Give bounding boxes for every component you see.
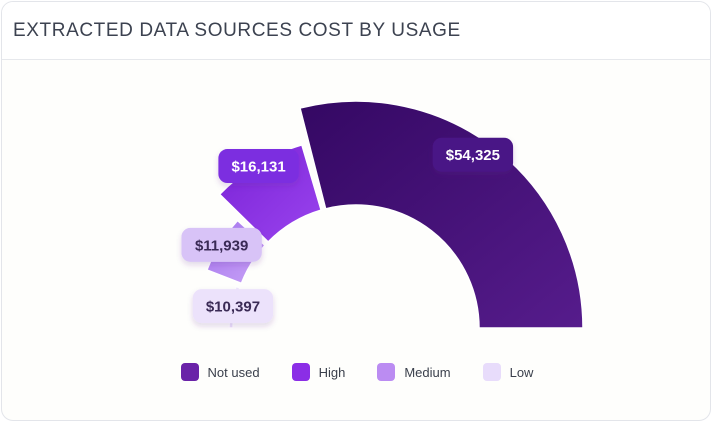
legend-label-not-used: Not used	[207, 364, 260, 380]
legend: Not used High Medium Low	[2, 363, 710, 381]
legend-swatch-medium	[377, 363, 396, 381]
value-label-bg-low	[192, 289, 274, 324]
value-label-text-not-used: $54,325	[446, 147, 500, 164]
legend-label-low: Low	[509, 364, 534, 380]
chart-title: EXTRACTED DATA SOURCES COST BY USAGE	[13, 19, 461, 41]
value-label-bg-not-used	[432, 137, 514, 172]
legend-item-high[interactable]: High	[291, 363, 346, 381]
legend-item-low[interactable]: Low	[482, 363, 534, 381]
value-label-low: $10,397	[192, 289, 274, 324]
legend-item-medium[interactable]: Medium	[377, 363, 451, 381]
legend-item-not-used[interactable]: Not used	[180, 363, 260, 381]
value-label-text-high: $16,131	[231, 159, 285, 176]
value-label-text-low: $10,397	[206, 299, 260, 316]
value-label-bg-high	[218, 149, 299, 184]
legend-swatch-not-used	[180, 363, 199, 381]
value-label-not-used: $54,325	[432, 137, 514, 172]
value-label-high: $16,131	[218, 149, 299, 184]
legend-label-medium: Medium	[404, 364, 451, 380]
value-labels-group: $54,325 $16,131 $11,939 $10,397	[181, 137, 514, 324]
value-label-bg-medium	[181, 227, 262, 262]
card-header: EXTRACTED DATA SOURCES COST BY USAGE	[2, 2, 710, 60]
legend-swatch-low	[482, 363, 501, 381]
value-label-medium: $11,939	[181, 227, 262, 262]
slice-not-used[interactable]	[299, 100, 584, 329]
legend-label-high: High	[318, 364, 346, 380]
value-label-text-medium: $11,939	[195, 237, 248, 254]
legend-swatch-high	[291, 363, 310, 381]
